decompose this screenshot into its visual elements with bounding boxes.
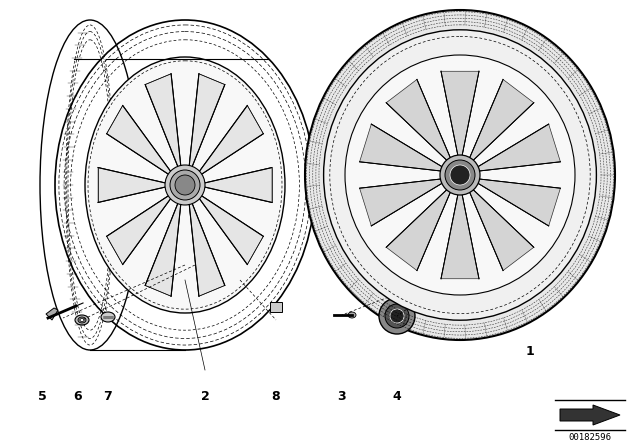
- Circle shape: [390, 309, 404, 323]
- Ellipse shape: [78, 317, 86, 323]
- Circle shape: [170, 170, 200, 200]
- Polygon shape: [386, 186, 452, 271]
- Circle shape: [379, 298, 415, 334]
- Circle shape: [165, 165, 205, 205]
- Text: 4: 4: [392, 390, 401, 403]
- Polygon shape: [270, 302, 282, 312]
- Ellipse shape: [75, 315, 89, 325]
- Text: 5: 5: [38, 390, 46, 403]
- Ellipse shape: [324, 30, 596, 320]
- Polygon shape: [189, 198, 225, 296]
- Polygon shape: [107, 105, 174, 177]
- Text: 00182596: 00182596: [568, 432, 611, 441]
- Polygon shape: [189, 74, 225, 172]
- Polygon shape: [196, 193, 263, 264]
- Ellipse shape: [101, 312, 115, 322]
- Polygon shape: [107, 193, 174, 264]
- Ellipse shape: [305, 10, 615, 340]
- Polygon shape: [473, 178, 561, 226]
- Polygon shape: [386, 79, 452, 164]
- Ellipse shape: [348, 312, 356, 318]
- Text: 7: 7: [104, 390, 113, 403]
- Polygon shape: [199, 168, 272, 202]
- Circle shape: [440, 155, 480, 195]
- Polygon shape: [560, 405, 620, 425]
- Polygon shape: [441, 189, 479, 279]
- Ellipse shape: [345, 55, 575, 295]
- Polygon shape: [360, 178, 447, 226]
- Text: 6: 6: [74, 390, 83, 403]
- Ellipse shape: [85, 57, 285, 313]
- Polygon shape: [196, 105, 263, 177]
- Polygon shape: [467, 186, 534, 271]
- Circle shape: [175, 175, 195, 195]
- Text: 2: 2: [200, 390, 209, 403]
- Circle shape: [450, 165, 470, 185]
- Polygon shape: [46, 308, 58, 320]
- Text: 8: 8: [272, 390, 280, 403]
- Polygon shape: [467, 79, 534, 164]
- Polygon shape: [360, 124, 447, 172]
- Text: 3: 3: [338, 390, 346, 403]
- Polygon shape: [98, 168, 171, 202]
- Polygon shape: [145, 74, 181, 172]
- Polygon shape: [473, 124, 561, 172]
- Circle shape: [445, 160, 475, 190]
- Ellipse shape: [80, 319, 84, 322]
- Polygon shape: [145, 198, 181, 296]
- Circle shape: [385, 304, 409, 328]
- Text: 1: 1: [525, 345, 534, 358]
- Polygon shape: [441, 71, 479, 161]
